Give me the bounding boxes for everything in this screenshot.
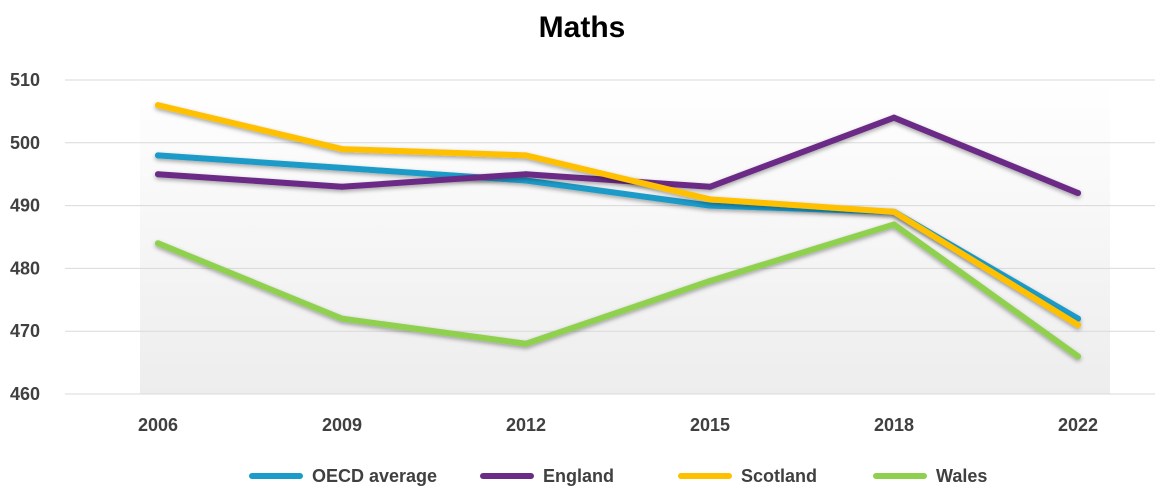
legend-label: England bbox=[543, 466, 614, 486]
y-tick-label: 470 bbox=[10, 321, 40, 341]
legend-label: Wales bbox=[936, 466, 987, 486]
data-point bbox=[339, 164, 345, 171]
y-tick-label: 460 bbox=[10, 384, 40, 404]
y-tick-label: 480 bbox=[10, 258, 40, 278]
data-point bbox=[155, 102, 161, 109]
data-point bbox=[523, 177, 529, 184]
x-tick-label: 2012 bbox=[506, 415, 546, 435]
plot-area bbox=[140, 80, 1110, 394]
legend-item: OECD average bbox=[249, 466, 437, 486]
series-lines bbox=[155, 102, 1081, 360]
legend-item: England bbox=[480, 466, 614, 486]
legend-label: OECD average bbox=[312, 466, 437, 486]
data-point bbox=[339, 146, 345, 153]
series-line-scotland bbox=[155, 102, 1081, 328]
x-axis-ticks: 2006 2009 2012 2015 2018 2022 bbox=[138, 415, 1098, 435]
data-point bbox=[155, 240, 161, 247]
data-point bbox=[523, 152, 529, 159]
legend-item: Scotland bbox=[678, 466, 817, 486]
chart-title: Maths bbox=[539, 11, 626, 44]
data-point bbox=[1075, 190, 1081, 197]
data-point bbox=[891, 114, 897, 121]
data-point bbox=[1075, 315, 1081, 322]
series-line-wales bbox=[155, 221, 1081, 360]
x-tick-label: 2009 bbox=[322, 415, 362, 435]
y-tick-label: 490 bbox=[10, 196, 40, 216]
x-tick-label: 2018 bbox=[874, 415, 914, 435]
y-tick-label: 510 bbox=[10, 70, 40, 90]
data-point bbox=[339, 315, 345, 322]
legend-label: Scotland bbox=[741, 466, 817, 486]
data-point bbox=[891, 208, 897, 215]
y-tick-label: 500 bbox=[10, 133, 40, 153]
data-point bbox=[523, 340, 529, 347]
data-point bbox=[155, 152, 161, 159]
data-point bbox=[891, 221, 897, 228]
legend: OECD average England Scotland Wales bbox=[249, 466, 987, 486]
data-point bbox=[707, 277, 713, 284]
data-point bbox=[1075, 353, 1081, 360]
data-point bbox=[339, 183, 345, 190]
data-point bbox=[155, 171, 161, 178]
x-tick-label: 2015 bbox=[690, 415, 730, 435]
data-point bbox=[523, 171, 529, 178]
y-axis-ticks: 460 470 480 490 500 510 bbox=[10, 70, 40, 404]
x-tick-label: 2022 bbox=[1058, 415, 1098, 435]
data-point bbox=[707, 196, 713, 203]
data-point bbox=[1075, 321, 1081, 328]
gridlines bbox=[65, 79, 1155, 395]
data-point bbox=[707, 183, 713, 190]
legend-item: Wales bbox=[873, 466, 987, 486]
x-tick-label: 2006 bbox=[138, 415, 178, 435]
data-point bbox=[707, 202, 713, 209]
series-line-england bbox=[155, 114, 1081, 197]
